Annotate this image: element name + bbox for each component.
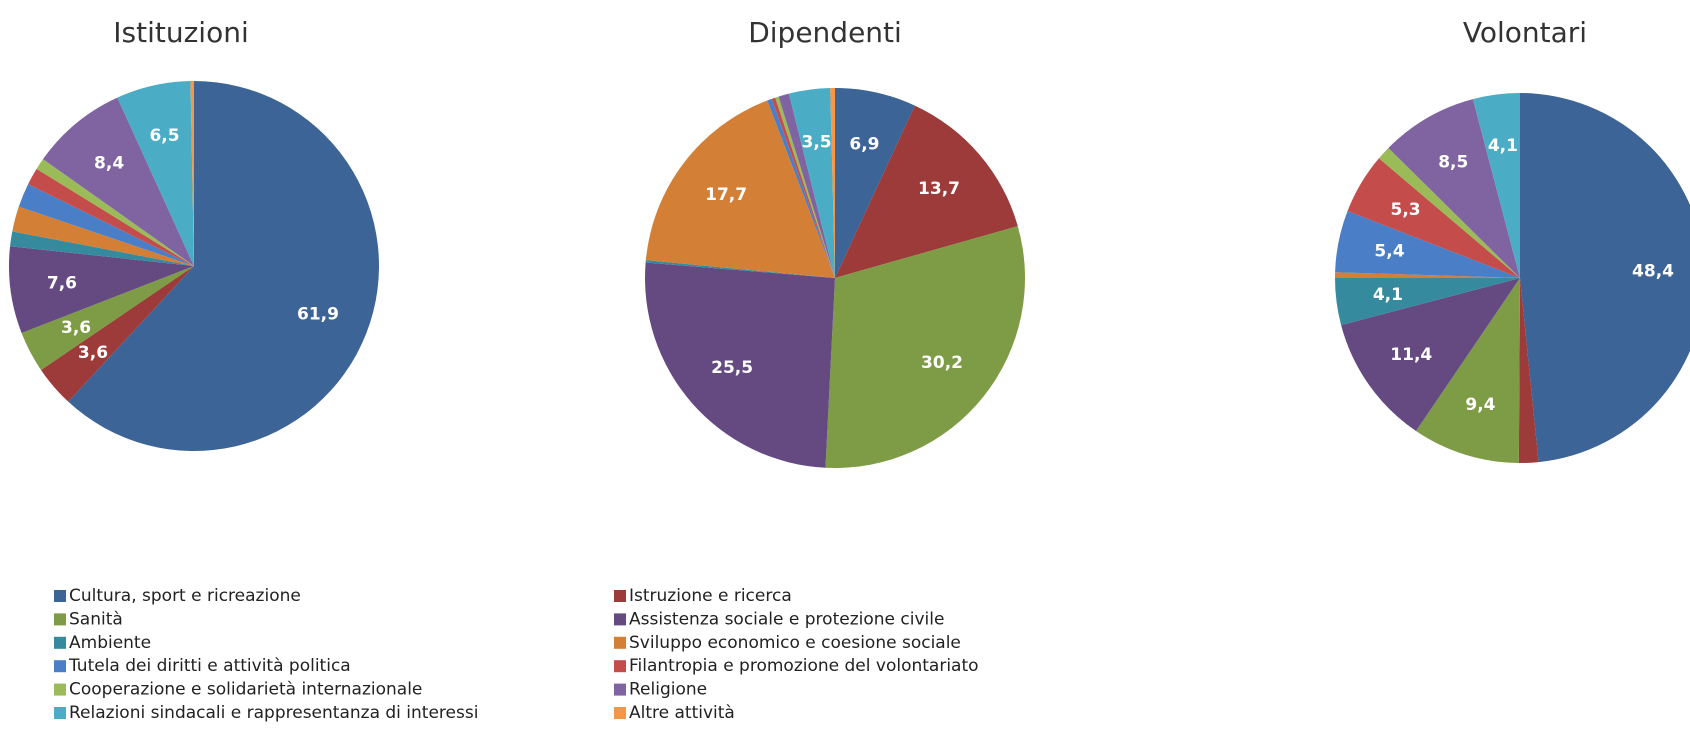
pie-slice	[21, 266, 194, 370]
pie-slice	[1518, 278, 1539, 463]
data-label: 8,5	[1438, 153, 1468, 173]
legend-label: Ambiente	[69, 633, 151, 653]
data-label: 5,3	[1391, 200, 1421, 220]
pie-slice	[1416, 278, 1520, 463]
pie-slice	[117, 81, 194, 266]
pie-slice	[190, 81, 194, 266]
chart-title: Istituzioni	[113, 16, 248, 49]
pie-slice	[1347, 158, 1520, 278]
pie-slice	[1472, 93, 1520, 278]
legend-swatch	[614, 590, 626, 602]
pie-slice	[1388, 99, 1520, 278]
pie-slice	[18, 184, 194, 266]
data-label: 4,1	[1373, 285, 1403, 305]
data-label: 3,6	[61, 318, 91, 338]
pie-slice	[1335, 272, 1520, 278]
pie-slice	[767, 98, 835, 279]
legend-label: Assistenza sociale e protezione civile	[629, 609, 944, 629]
legend-swatch	[54, 707, 66, 719]
legend-swatch	[614, 613, 626, 626]
pie-slice	[40, 266, 194, 402]
data-label: 5,4	[1374, 241, 1404, 261]
legend-label: Religione	[629, 680, 707, 700]
pie-slice	[1520, 93, 1690, 463]
legend-label: Tutela dei diritti e attività politica	[68, 656, 351, 676]
legend-label: Relazioni sindacali e rappresentanza di …	[69, 703, 478, 723]
legend-swatch	[54, 660, 66, 673]
legend-swatch	[54, 590, 66, 602]
pie-slice	[1335, 210, 1520, 278]
data-label: 9,4	[1465, 395, 1495, 415]
legend-swatch	[54, 683, 66, 696]
data-label: 6,9	[849, 134, 879, 154]
pie-slice	[1378, 148, 1520, 278]
data-label: 30,2	[921, 353, 963, 373]
pie-slice	[36, 159, 194, 266]
legend-swatch	[614, 707, 626, 719]
pie-slice	[645, 260, 835, 278]
pie-slice	[645, 100, 835, 278]
legend-label: Sanità	[69, 609, 123, 629]
legend-swatch	[54, 636, 66, 649]
pie-slice	[775, 96, 835, 278]
legend-swatch	[614, 636, 626, 649]
legend-label: Sviluppo economico e coesione sociale	[629, 633, 961, 653]
pie-slice	[825, 226, 1025, 468]
data-label: 48,4	[1632, 261, 1674, 281]
pie-slice	[778, 93, 835, 278]
pie-slice	[1335, 278, 1520, 326]
chart-title: Volontari	[1463, 16, 1587, 49]
data-label: 4,1	[1488, 136, 1518, 156]
legend-swatch	[614, 660, 626, 673]
data-label: 6,5	[149, 126, 179, 146]
data-label: 8,4	[94, 153, 124, 173]
pie-slice	[771, 97, 835, 279]
pie-slice	[42, 97, 195, 266]
pie-slice	[835, 105, 1018, 278]
pie-slice	[645, 262, 835, 468]
data-label: 61,9	[297, 305, 339, 325]
data-label: 17,7	[705, 185, 747, 205]
data-label: 3,5	[802, 132, 832, 152]
pie-slice	[68, 81, 380, 451]
legend-label: Cultura, sport e ricreazione	[69, 586, 301, 606]
data-label: 7,6	[47, 274, 77, 294]
data-label: 3,6	[78, 343, 108, 363]
data-label: 13,7	[918, 179, 960, 199]
legend-label: Altre attività	[629, 703, 735, 723]
pie-slice	[835, 88, 915, 278]
pie-slice	[830, 88, 835, 278]
pie-slice	[12, 206, 195, 266]
legend-label: Cooperazione e solidarietà internazional…	[69, 680, 422, 700]
legend-label: Istruzione e ricerca	[629, 586, 792, 606]
pie-slice	[28, 168, 194, 266]
pie-slice	[8, 246, 195, 334]
legend-swatch	[54, 613, 66, 626]
legend-label: Filantropia e promozione del volontariat…	[629, 656, 979, 676]
chart-title: Dipendenti	[748, 16, 902, 49]
data-label: 25,5	[711, 358, 753, 378]
pie-slice	[788, 88, 835, 279]
data-label: 11,4	[1390, 345, 1432, 365]
legend-swatch	[614, 683, 626, 696]
pie-slice	[1341, 278, 1520, 432]
pie-slice	[10, 231, 195, 266]
